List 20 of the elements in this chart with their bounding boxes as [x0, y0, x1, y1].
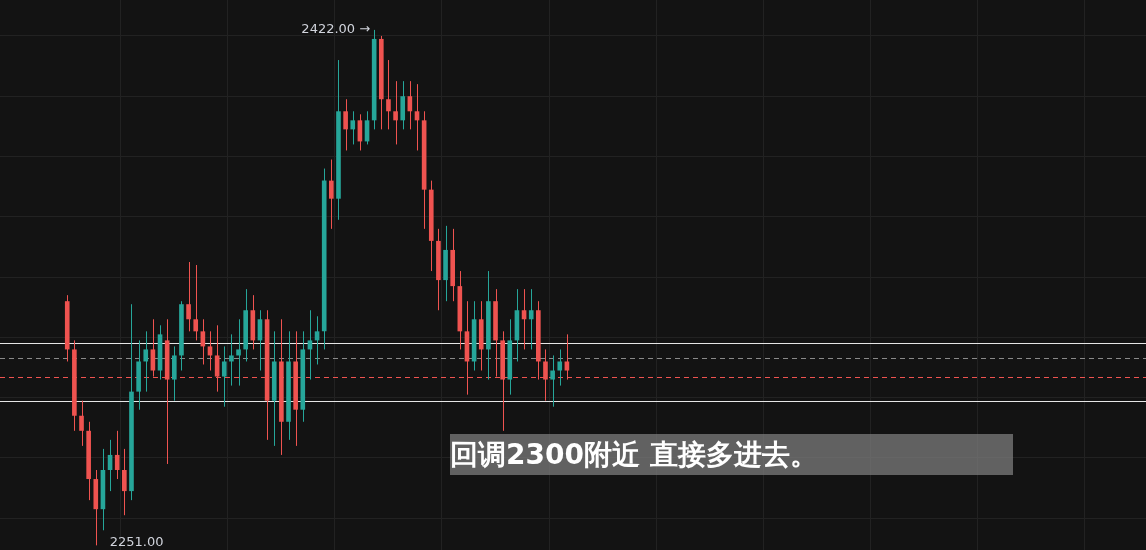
candlestick — [193, 264, 199, 341]
candlestick — [557, 348, 563, 387]
annotation: 2251.00 — [109, 533, 164, 549]
candlestick — [236, 318, 241, 387]
candlestick — [221, 345, 227, 408]
candlestick — [386, 59, 391, 130]
candlestick — [329, 159, 334, 230]
candlestick — [393, 80, 398, 145]
candlestick — [550, 354, 555, 408]
candlestick — [343, 98, 348, 151]
candlestick — [143, 330, 149, 393]
candlestick — [528, 288, 534, 350]
candlestick — [350, 110, 356, 145]
annotation: 2422.00 → — [301, 21, 371, 37]
candlestick — [114, 430, 120, 480]
candlestick — [79, 400, 84, 447]
annotation: 回调2300附近 直接多进去。 — [450, 437, 818, 473]
candlestick — [229, 333, 234, 387]
candlestick — [186, 261, 191, 332]
candlestick — [122, 448, 127, 516]
